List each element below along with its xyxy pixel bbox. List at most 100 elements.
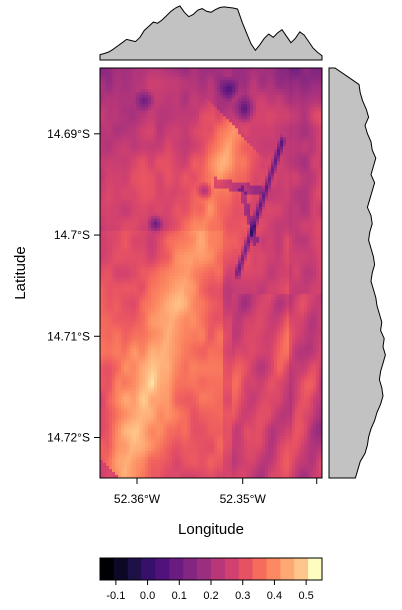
heatmap-cell [295,164,299,168]
heatmap-cell [274,185,278,189]
heatmap-cell [115,107,119,111]
heatmap-cell [181,98,185,102]
heatmap-cell [175,77,179,81]
heatmap-cell [118,140,122,144]
heatmap-cell [259,137,263,141]
heatmap-cell [181,146,185,150]
heatmap-cell [142,86,146,90]
heatmap-cell [304,206,308,211]
heatmap-cell [112,149,116,153]
heatmap-cell [223,182,227,186]
heatmap-cell [208,119,212,123]
heatmap-cell [232,98,236,102]
heatmap-cell [157,98,161,102]
heatmap-cell [319,86,322,90]
heatmap-cell [202,206,206,211]
heatmap-cell [190,191,194,196]
heatmap-cell [265,107,269,111]
heatmap-cell [253,251,257,256]
heatmap-cell [229,134,233,138]
heatmap-cell [112,254,116,259]
heatmap-cell [307,122,311,126]
heatmap-cell [295,191,299,196]
heatmap-cell [301,98,305,102]
heatmap-cell [211,77,215,81]
heatmap-cell [256,128,260,132]
heatmap-cell [196,149,200,153]
heatmap-cell [283,248,287,253]
heatmap-cell [307,137,311,141]
heatmap-cell [136,83,140,87]
heatmap-cell [133,176,137,180]
heatmap-cell [169,107,173,111]
heatmap-cell [205,254,209,259]
heatmap-cell [181,143,185,147]
heatmap-cell [121,209,125,214]
heatmap-cell [163,191,167,196]
heatmap-cell [298,107,302,111]
heatmap-cell [169,170,173,174]
heatmap-cell [175,230,179,235]
heatmap-cell [175,134,179,138]
heatmap-cell [175,263,179,268]
heatmap-cell [286,245,290,250]
heatmap-cell [136,113,140,117]
heatmap-cell [250,110,254,114]
heatmap-cell [115,104,119,108]
heatmap-cell [127,197,131,202]
heatmap-cell [298,236,302,241]
heatmap-cell [256,80,260,84]
heatmap-cell [175,266,179,271]
heatmap-cell [187,83,191,87]
heatmap-cell [118,269,122,274]
heatmap-cell [172,221,176,226]
heatmap-cell [238,179,242,183]
heatmap-cell [304,122,308,126]
heatmap-cell [289,170,293,174]
heatmap-cell [175,170,179,174]
heatmap-cell [256,89,260,93]
heatmap-cell [226,245,230,250]
heatmap-cell [280,122,284,126]
heatmap-cell [229,260,233,265]
heatmap-cell [313,92,317,96]
heatmap-cell [241,146,245,150]
heatmap-cell [142,260,146,265]
heatmap-cell [253,71,257,75]
heatmap-cell [166,185,170,189]
heatmap-cell [232,233,236,238]
heatmap-cell [226,146,230,150]
heatmap-cell [109,236,113,241]
heatmap-cell [136,185,140,189]
heatmap-cell [163,182,167,186]
heatmap-cell [274,86,278,90]
heatmap-cell [160,137,164,141]
heatmap-cell [196,80,200,84]
heatmap-cell [151,239,155,244]
heatmap-cell [115,92,119,96]
heatmap-cell [301,116,305,120]
heatmap-cell [136,236,140,241]
heatmap-cell [112,194,116,199]
heatmap-cell [316,197,320,202]
heatmap-cell [268,200,272,205]
heatmap-cell [178,74,182,78]
heatmap-cell [208,224,212,229]
heatmap-cell [238,119,242,123]
heatmap-cell [109,239,113,244]
heatmap-cell [118,71,122,75]
heatmap-cell [193,194,197,199]
heatmap-cell [262,233,266,238]
heatmap-cell [166,128,170,132]
heatmap-cell [196,179,200,183]
heatmap-cell [184,182,188,186]
heatmap-cell [286,89,290,93]
heatmap-cell [313,98,317,102]
heatmap-cell [163,245,167,250]
heatmap-cell [250,245,254,250]
heatmap-cell [103,245,107,250]
heatmap-cell [292,257,296,262]
heatmap-cell [274,257,278,262]
heatmap-cell [307,140,311,144]
heatmap-cell [109,77,113,81]
